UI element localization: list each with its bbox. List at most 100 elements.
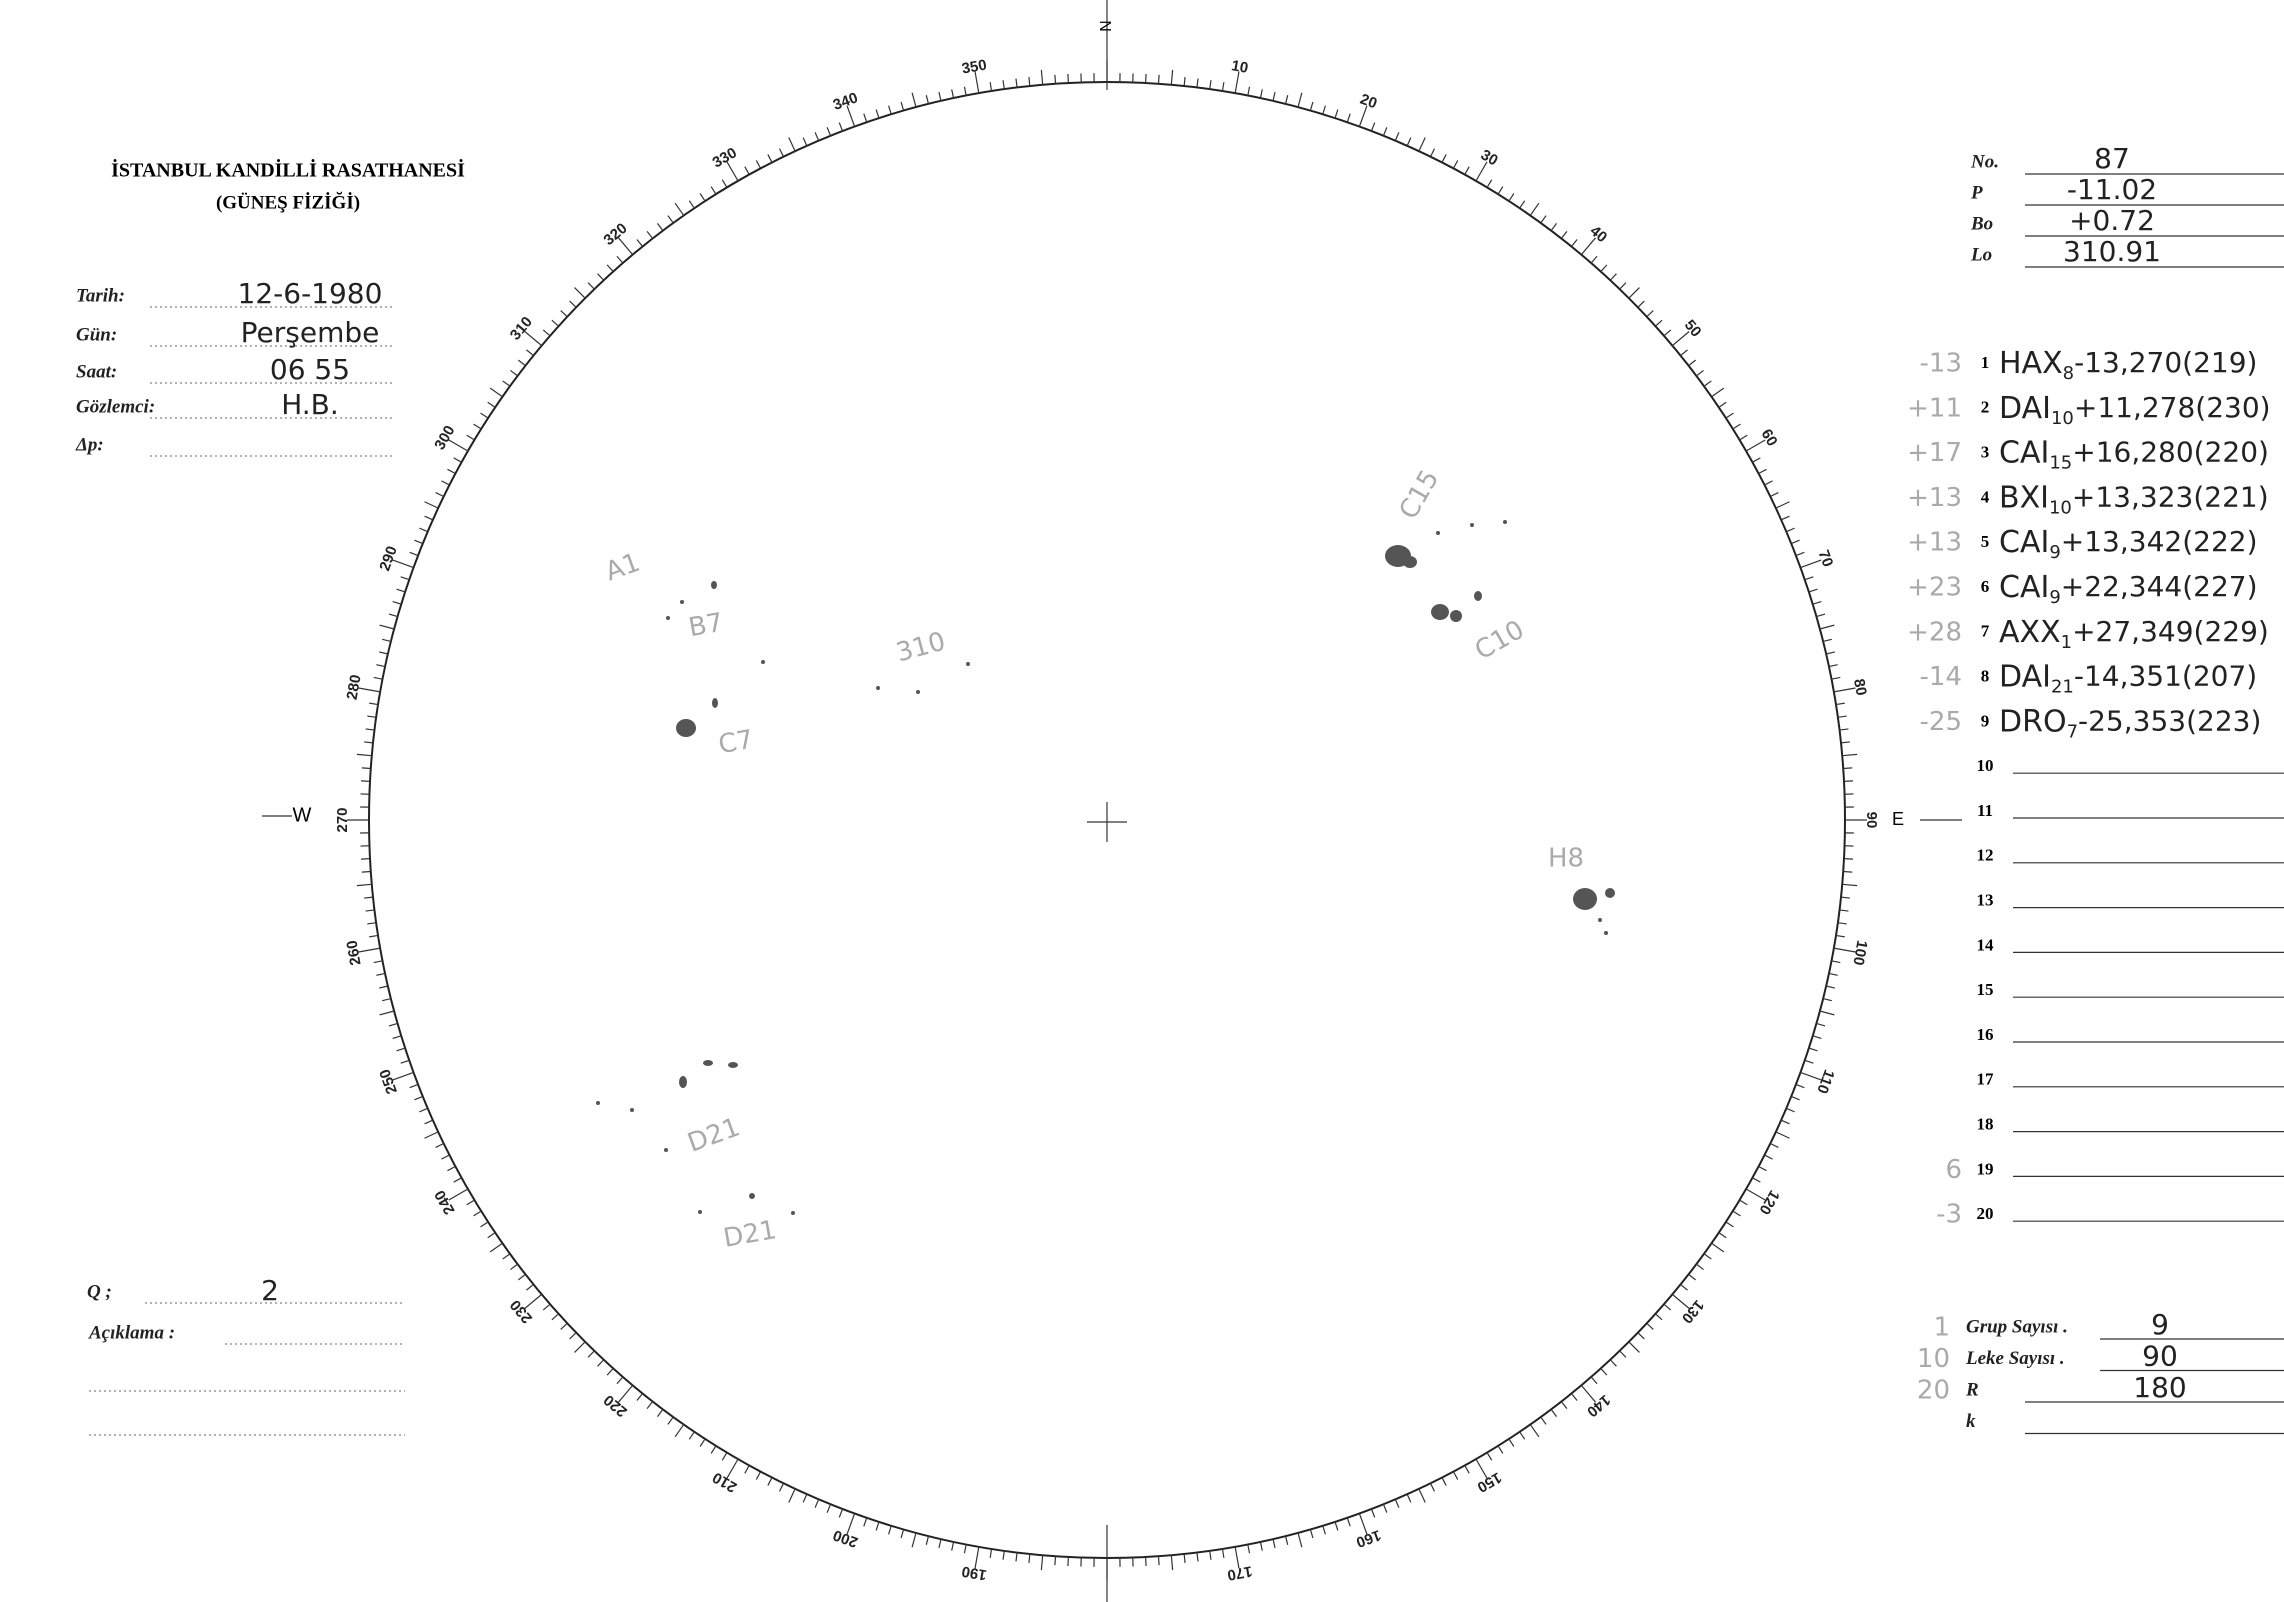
- degree-tick: [938, 92, 942, 102]
- degree-tick: [364, 896, 374, 899]
- degree-tick: [1812, 1035, 1822, 1039]
- degree-tick: [364, 741, 374, 744]
- degree-tick: [376, 664, 386, 668]
- degree-tick: [688, 200, 695, 209]
- degree-tick: [388, 1022, 398, 1027]
- degree-tick: [1475, 1458, 1488, 1479]
- group-code: DRO: [1999, 704, 2067, 739]
- param-label: Lo: [1970, 244, 1992, 265]
- degree-tick: [466, 1199, 475, 1206]
- degree-tick: [1804, 1059, 1814, 1064]
- degree-tick: [1758, 468, 1767, 475]
- group-rest: -13,270(219): [2074, 346, 2257, 379]
- degree-tick: [989, 1548, 993, 1558]
- group-sub: 1: [2061, 632, 2072, 653]
- degree-tick: [1680, 1283, 1688, 1291]
- spot: [1503, 520, 1507, 524]
- degree-tick: [802, 1493, 808, 1503]
- degree-tick: [1825, 985, 1835, 989]
- degree-tick: [409, 1083, 419, 1089]
- degree-tick: [1822, 638, 1832, 643]
- degree-tick: [1234, 1546, 1240, 1569]
- spot: [749, 1193, 755, 1199]
- degree-tick: [1800, 1071, 1822, 1081]
- degree-tick: [646, 1401, 654, 1410]
- degree-tick: [1309, 101, 1314, 111]
- degree-tick: [1609, 273, 1617, 281]
- group-sub: 9: [2049, 587, 2060, 608]
- field-value: H.B.: [281, 388, 339, 421]
- degree-tick: [396, 588, 406, 593]
- spot: [966, 662, 970, 666]
- group-code: BXI: [1999, 480, 2049, 515]
- degree-tick: [1209, 80, 1212, 90]
- degree-tick: [1711, 1242, 1725, 1253]
- spot: [1450, 610, 1462, 622]
- degree-tick: [392, 1071, 414, 1081]
- degree-tick: [1028, 1553, 1031, 1563]
- degree-tick: [388, 613, 398, 618]
- degree-tick: [526, 1283, 534, 1291]
- degree-tick: [1655, 1313, 1663, 1321]
- degree-label: 30: [1478, 146, 1501, 169]
- degree-tick: [517, 359, 526, 367]
- degree-tick: [542, 329, 551, 337]
- degree-tick: [963, 86, 967, 96]
- degree-tick: [788, 137, 796, 152]
- degree-tick: [1580, 1384, 1596, 1403]
- q-label: Q ;: [87, 1281, 112, 1302]
- degree-tick: [1358, 1513, 1368, 1535]
- degree-tick: [1382, 1504, 1388, 1513]
- degree-tick: [1839, 909, 1849, 912]
- degree-tick: [710, 186, 717, 195]
- group-note: +28: [1907, 617, 1962, 647]
- degree-tick: [1646, 1322, 1654, 1330]
- group-number: 19: [1977, 1159, 1994, 1178]
- degree-tick: [1764, 1154, 1773, 1160]
- group-note: +17: [1907, 438, 1962, 468]
- spot: [1436, 531, 1440, 535]
- degree-tick: [1680, 349, 1688, 357]
- degree-tick: [1600, 1368, 1608, 1376]
- degree-tick: [1441, 154, 1447, 163]
- degree-tick: [392, 559, 414, 569]
- degree-tick: [1791, 539, 1800, 545]
- field-label: Δp:: [75, 434, 104, 455]
- degree-tick: [826, 127, 832, 136]
- degree-tick: [1725, 412, 1734, 419]
- count-note: 20: [1917, 1376, 1950, 1406]
- degree-tick: [1770, 491, 1779, 498]
- degree-tick: [1040, 69, 1044, 85]
- degree-tick: [382, 997, 392, 1002]
- degree-tick: [699, 1438, 706, 1447]
- degree-tick: [1519, 200, 1526, 209]
- degree-tick: [1745, 439, 1766, 452]
- group-sub: 7: [2067, 721, 2078, 742]
- degree-tick: [1464, 166, 1470, 175]
- group-code: CAI: [1999, 525, 2049, 560]
- degree-tick: [1816, 1022, 1826, 1027]
- degree-tick: [419, 527, 428, 533]
- degree-tick: [1711, 387, 1725, 398]
- degree-tick: [744, 166, 750, 175]
- degree-tick: [1259, 1541, 1263, 1551]
- degree-tick: [667, 1416, 674, 1425]
- degree-tick: [587, 1350, 595, 1358]
- degree-label: 90: [1863, 812, 1880, 829]
- degree-tick: [951, 1541, 955, 1551]
- degree-tick: [369, 934, 379, 938]
- degree-tick: [392, 1035, 402, 1039]
- degree-tick: [419, 1107, 428, 1113]
- degree-tick: [489, 387, 503, 398]
- degree-tick: [1550, 223, 1558, 231]
- degree-tick: [1732, 1210, 1741, 1217]
- param-label: No.: [1970, 151, 1999, 172]
- degree-tick: [1452, 160, 1459, 169]
- group-code: AXX: [1999, 614, 2061, 649]
- group-number: 4: [1981, 487, 1990, 506]
- degree-tick: [1452, 1471, 1459, 1480]
- degree-tick: [441, 480, 450, 486]
- param-value: -11.02: [2067, 173, 2157, 206]
- degree-tick: [1775, 501, 1790, 509]
